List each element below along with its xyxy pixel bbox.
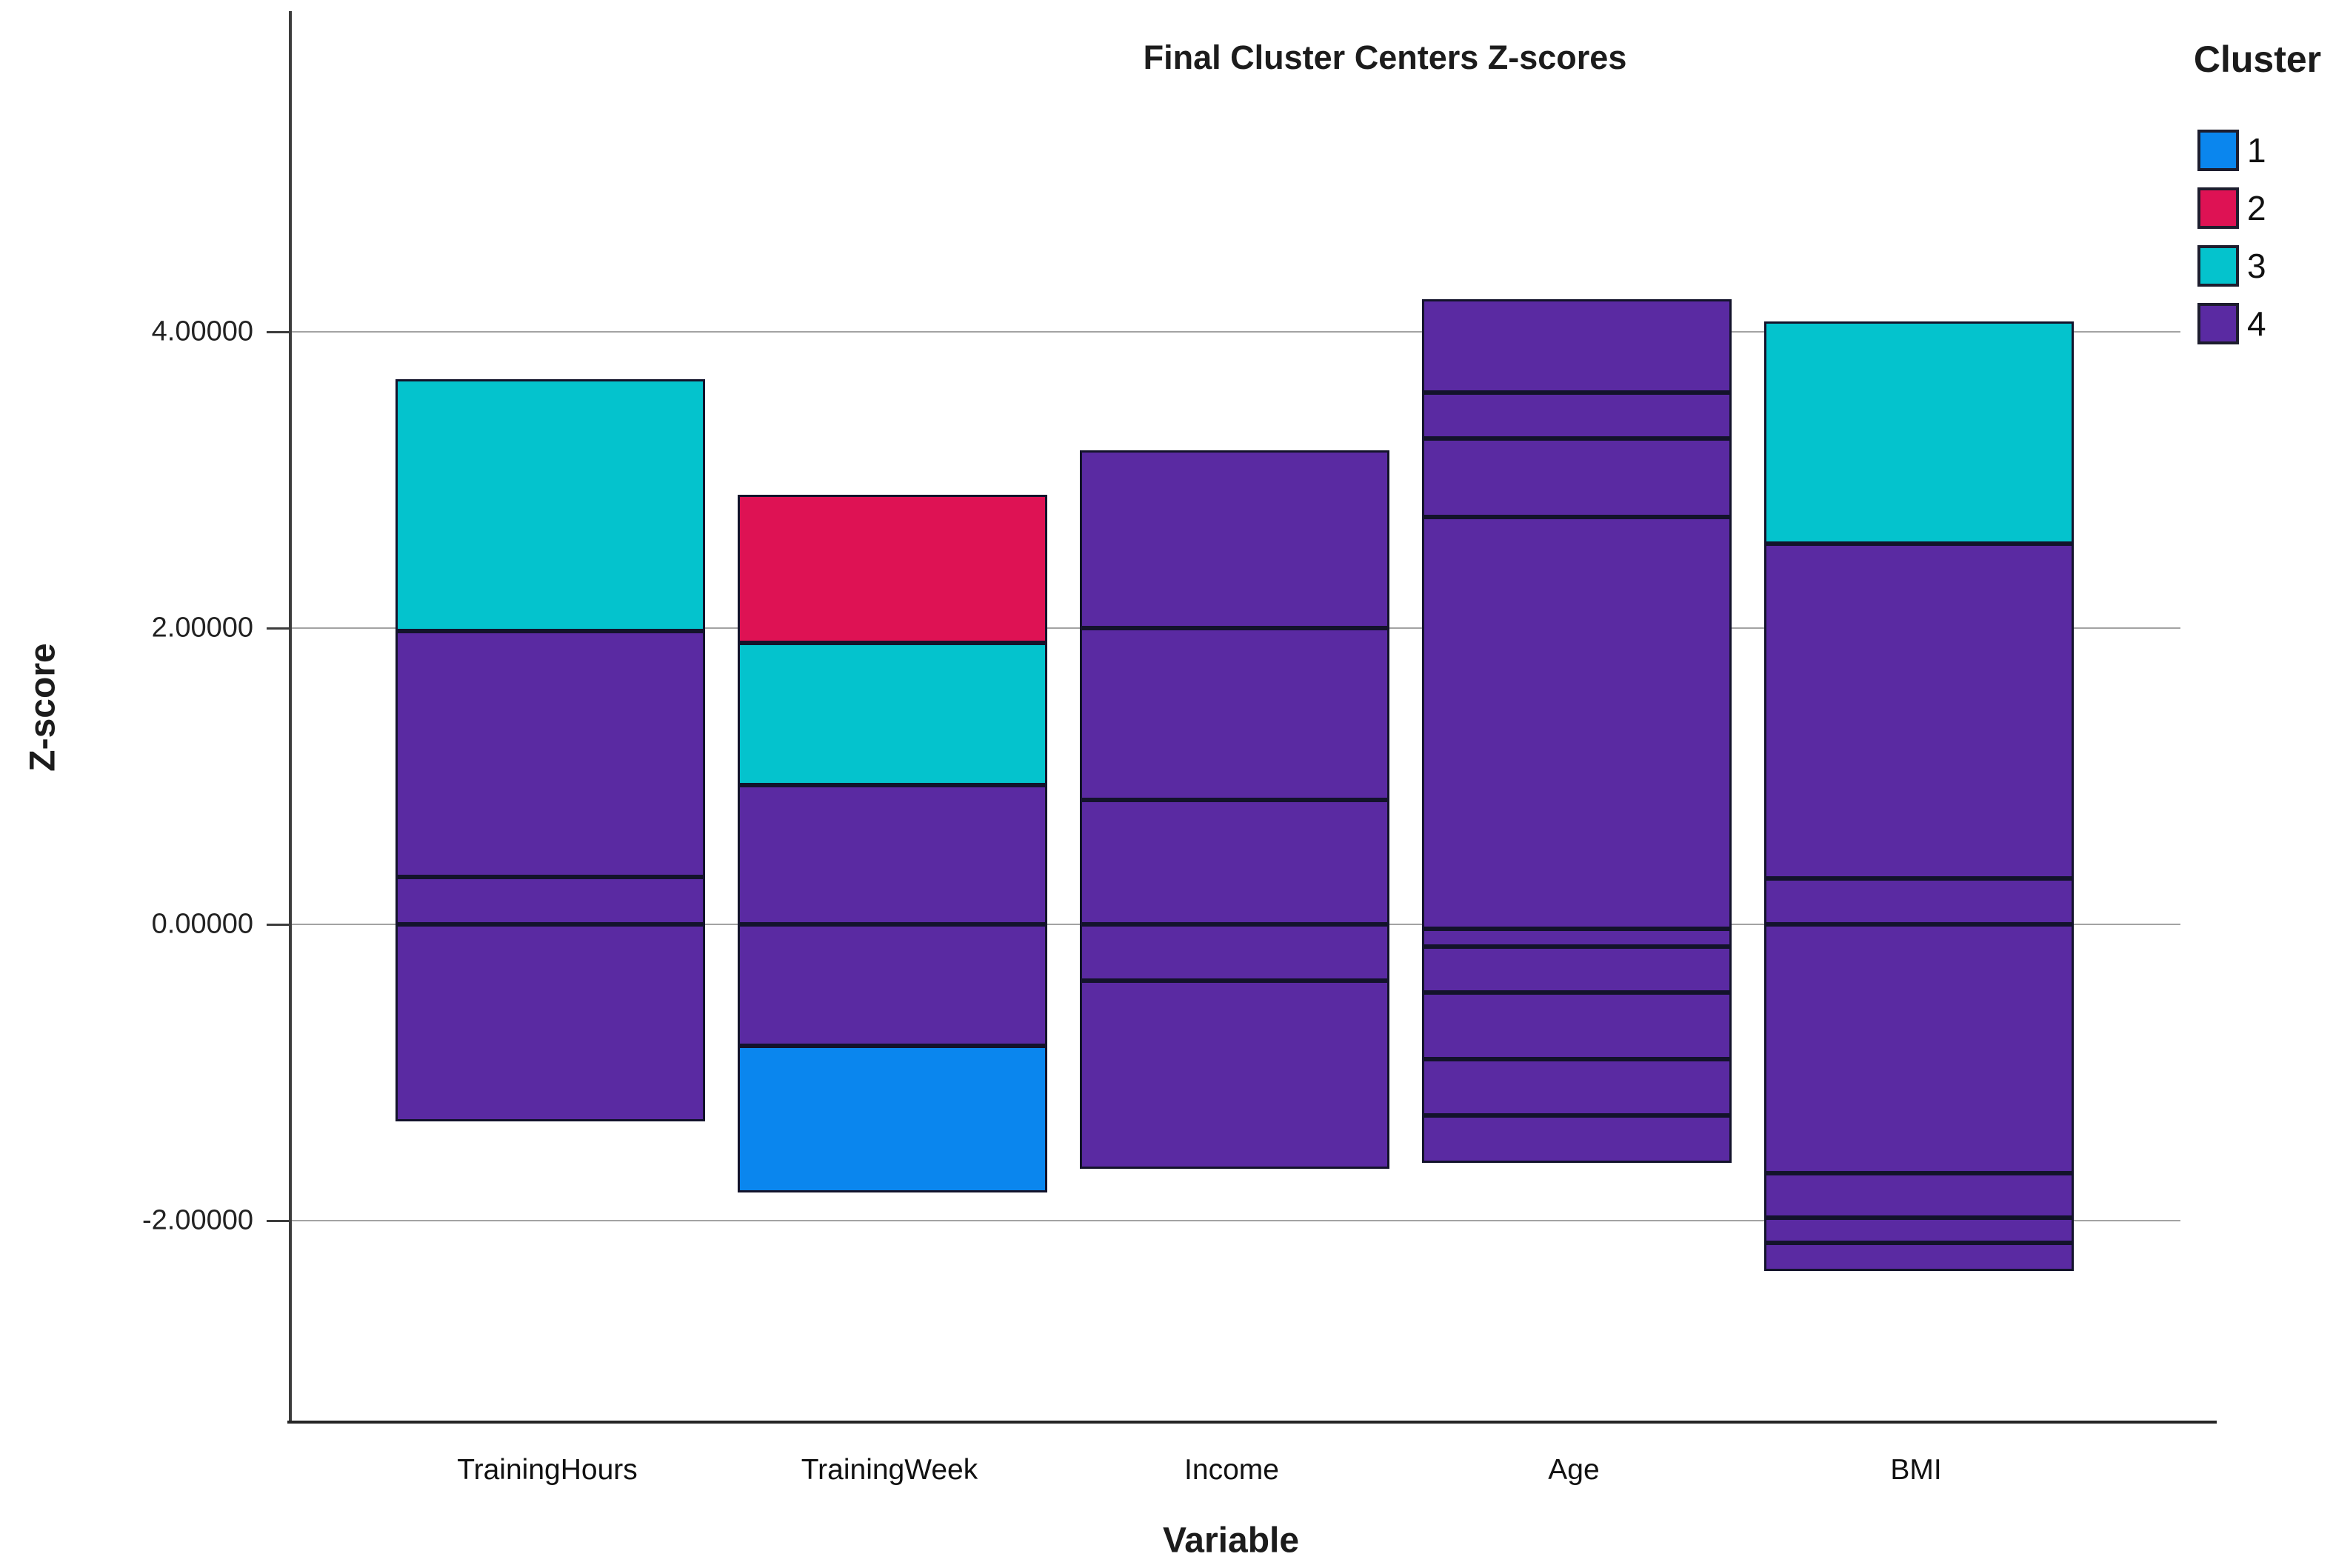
y-axis-title: Z-score: [23, 643, 63, 772]
x-axis-title: Variable: [1162, 1521, 1300, 1561]
bar-segment-TrainingWeek-cluster-4[interactable]: [738, 785, 1047, 924]
bar-segment-BMI-cluster-4[interactable]: [1764, 1243, 2074, 1271]
bar-segment-BMI-cluster-4[interactable]: [1764, 1173, 2074, 1218]
legend-label-cluster-1: 1: [2247, 131, 2266, 170]
chart-title: Final Cluster Centers Z-scores: [1143, 39, 1627, 76]
bar-segment-TrainingHours-cluster-4[interactable]: [395, 877, 705, 924]
y-axis-tick: [267, 1220, 289, 1222]
bar-segment-Age-cluster-4[interactable]: [1422, 1115, 1732, 1163]
bar-segment-BMI-cluster-3[interactable]: [1764, 321, 2074, 544]
bar-segment-Age-cluster-4[interactable]: [1422, 393, 1732, 438]
bar-segment-BMI-cluster-4[interactable]: [1764, 1218, 2074, 1243]
bar-segment-TrainingHours-cluster-3[interactable]: [395, 379, 705, 631]
legend-swatch-cluster-4[interactable]: [2197, 303, 2239, 344]
plot-area: [267, 11, 2180, 1422]
bar-segment-BMI-cluster-4[interactable]: [1764, 544, 2074, 878]
bar-segment-TrainingWeek-cluster-4[interactable]: [738, 924, 1047, 1046]
y-axis-tick: [267, 627, 289, 630]
bar-segment-Age-cluster-4[interactable]: [1422, 1059, 1732, 1115]
y-tick-label: -2.00000: [141, 1204, 253, 1236]
x-axis-line: [287, 1421, 2217, 1424]
legend-swatch-cluster-2[interactable]: [2197, 187, 2239, 229]
y-tick-label: 2.00000: [151, 612, 253, 644]
bar-segment-TrainingWeek-cluster-2[interactable]: [738, 495, 1047, 643]
y-tick-label: 0.00000: [151, 908, 253, 940]
bar-segment-Income-cluster-4[interactable]: [1080, 981, 1389, 1169]
x-tick-label-TrainingHours: TrainingHours: [457, 1454, 638, 1486]
bar-segment-BMI-cluster-4[interactable]: [1764, 878, 2074, 924]
bar-segment-BMI-cluster-4[interactable]: [1764, 924, 2074, 1173]
x-tick-label-BMI: BMI: [1890, 1454, 1942, 1486]
bar-segment-Age-cluster-4[interactable]: [1422, 929, 1732, 947]
bar-segment-Income-cluster-4[interactable]: [1080, 924, 1389, 981]
legend-swatch-cluster-3[interactable]: [2197, 245, 2239, 287]
x-tick-label-Income: Income: [1184, 1454, 1279, 1486]
bar-segment-Age-cluster-4[interactable]: [1422, 438, 1732, 517]
bar-segment-Age-cluster-4[interactable]: [1422, 517, 1732, 929]
bar-segment-Age-cluster-4[interactable]: [1422, 947, 1732, 992]
y-tick-label: 4.00000: [151, 316, 253, 347]
bar-segment-Age-cluster-4[interactable]: [1422, 992, 1732, 1059]
legend-swatch-cluster-1[interactable]: [2197, 130, 2239, 171]
bar-segment-Age-cluster-4[interactable]: [1422, 299, 1732, 393]
bar-segment-TrainingWeek-cluster-3[interactable]: [738, 643, 1047, 785]
bar-segment-TrainingHours-cluster-4[interactable]: [395, 924, 705, 1121]
x-tick-label-TrainingWeek: TrainingWeek: [801, 1454, 978, 1486]
x-tick-label-Age: Age: [1548, 1454, 1600, 1486]
y-axis-tick: [267, 331, 289, 333]
gridline: [292, 331, 2180, 333]
legend-label-cluster-3: 3: [2247, 247, 2266, 285]
legend-title: Cluster: [2193, 39, 2322, 80]
bar-segment-TrainingWeek-cluster-1[interactable]: [738, 1046, 1047, 1192]
bar-segment-Income-cluster-4[interactable]: [1080, 800, 1389, 924]
bar-segment-TrainingHours-cluster-4[interactable]: [395, 631, 705, 877]
y-axis-tick: [267, 924, 289, 926]
gridline: [292, 1220, 2180, 1221]
bar-segment-Income-cluster-4[interactable]: [1080, 628, 1389, 800]
legend-label-cluster-2: 2: [2247, 189, 2266, 227]
bar-segment-Income-cluster-4[interactable]: [1080, 450, 1389, 628]
legend-label-cluster-4: 4: [2247, 304, 2266, 343]
